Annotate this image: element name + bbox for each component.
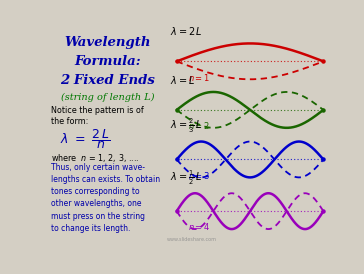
- Text: 2 Fixed Ends: 2 Fixed Ends: [60, 74, 155, 87]
- Text: $n = 2$: $n = 2$: [188, 120, 210, 131]
- Text: Formula:: Formula:: [74, 55, 141, 68]
- Text: where  $n$ = 1, 2, 3, ....: where $n$ = 1, 2, 3, ....: [51, 152, 140, 164]
- Text: other wavelengths, one: other wavelengths, one: [51, 199, 142, 208]
- Text: lengths can exists. To obtain: lengths can exists. To obtain: [51, 175, 160, 184]
- Text: www.slideshare.com: www.slideshare.com: [167, 237, 217, 242]
- Text: $n = 3$: $n = 3$: [188, 170, 210, 181]
- Text: $n = 4$: $n = 4$: [188, 221, 210, 232]
- Text: $\lambda = \frac{2}{3}\,L$: $\lambda = \frac{2}{3}\,L$: [170, 117, 202, 135]
- Text: $\lambda = \frac{1}{2}\,L$: $\lambda = \frac{1}{2}\,L$: [170, 169, 202, 187]
- Text: $\lambda = L$: $\lambda = L$: [170, 74, 195, 85]
- Text: Thus, only certain wave-: Thus, only certain wave-: [51, 163, 145, 172]
- Text: $\lambda \ = \ \dfrac{2\,L}{n}$: $\lambda \ = \ \dfrac{2\,L}{n}$: [60, 127, 110, 151]
- Text: must press on the string: must press on the string: [51, 212, 145, 221]
- Text: (string of length L): (string of length L): [61, 93, 154, 102]
- Text: to change its length.: to change its length.: [51, 224, 131, 233]
- Text: $n = 1$: $n = 1$: [188, 72, 210, 83]
- Text: Notice the pattern is of
the form:: Notice the pattern is of the form:: [51, 106, 144, 127]
- Text: tones corresponding to: tones corresponding to: [51, 187, 140, 196]
- Text: Wavelength: Wavelength: [64, 36, 151, 49]
- Text: $\lambda = 2\,L$: $\lambda = 2\,L$: [170, 25, 202, 37]
